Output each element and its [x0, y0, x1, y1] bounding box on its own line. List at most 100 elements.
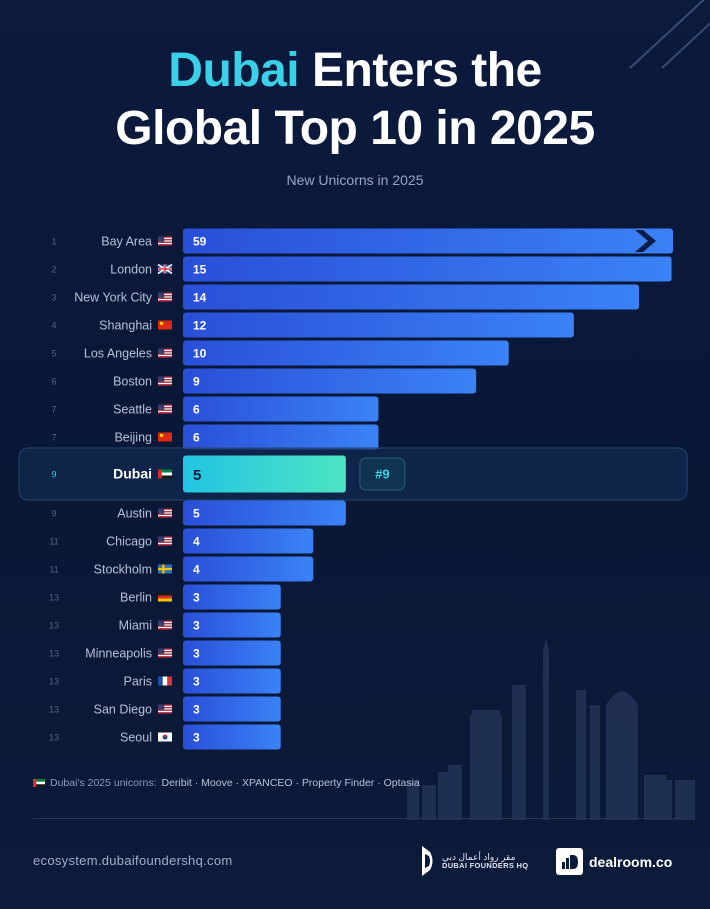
value-label: 3: [193, 675, 200, 689]
bar-row: 13 Miami 3: [49, 612, 281, 638]
flag-us-icon: [158, 348, 172, 358]
bar: [183, 340, 509, 366]
rank-label: 13: [49, 677, 59, 687]
flag-us-icon: [158, 404, 172, 414]
city-label: Minneapolis: [85, 647, 152, 661]
city-label: Austin: [117, 507, 152, 521]
highlight-row-dubai: 9 Dubai 5 #9: [18, 447, 688, 501]
city-label: Seattle: [113, 403, 152, 417]
rank-label: 1: [51, 237, 56, 247]
city-label: Miami: [119, 619, 152, 633]
dealroom-icon: [556, 848, 583, 875]
bar-row: 5 Los Angeles 10: [51, 340, 509, 366]
city-label: Los Angeles: [84, 347, 152, 361]
flag-de-icon: [158, 592, 172, 602]
city-label: Shanghai: [99, 319, 152, 333]
bar-row: 7 Seattle 6: [51, 396, 379, 422]
dfhq-english-name: DUBAI FOUNDERS HQ: [442, 860, 529, 870]
rank-label: 13: [49, 593, 59, 603]
bar: [183, 584, 281, 610]
value-label: 6: [193, 431, 200, 445]
value-label: 3: [193, 647, 200, 661]
bar: [183, 724, 281, 750]
rank-label: 2: [51, 265, 56, 275]
dealroom-logo: dealroom.co: [556, 848, 672, 875]
rank-label: 7: [51, 405, 56, 415]
city-label: London: [110, 263, 152, 277]
bar-row: 7 Beijing 6: [51, 424, 379, 450]
chart-title: Dubai Enters the Global Top 10 in 2025: [0, 42, 710, 158]
value-label: 3: [193, 619, 200, 633]
value-label: 4: [193, 535, 200, 549]
value-label: 12: [193, 319, 207, 333]
rank-badge: [359, 457, 406, 491]
rank-label: 11: [49, 565, 58, 575]
flag-us-icon: [158, 236, 172, 246]
bar-row: 6 Boston 9: [51, 368, 477, 394]
bar: [183, 696, 281, 722]
value-label: 15: [193, 263, 207, 277]
dfhq-arabic-name: مقر رواد أعمال دبي: [442, 851, 516, 862]
bar-row: 13 San Diego 3: [49, 696, 281, 722]
city-label: Dubai: [113, 466, 152, 482]
city-label: Chicago: [106, 535, 152, 549]
value-label: 10: [193, 347, 207, 361]
flag-us-icon: [158, 508, 172, 518]
bar-row: 4 Shanghai 12: [51, 312, 574, 338]
rank-label: 13: [49, 705, 59, 715]
city-label: San Diego: [94, 703, 152, 717]
bar: [183, 424, 379, 450]
bar: [183, 228, 673, 254]
bar: [183, 556, 314, 582]
bar-row: 3 New York City 14: [51, 284, 639, 310]
bar: [183, 396, 379, 422]
bar: [183, 500, 346, 526]
flag-kr-icon: [158, 732, 172, 742]
bar: [183, 284, 639, 310]
title-accent: Dubai: [168, 44, 300, 97]
flag-cn-icon: [158, 320, 172, 330]
rank-label: 4: [51, 321, 56, 331]
value-label: 5: [193, 467, 201, 484]
title-line-2: Global Top 10 in 2025: [115, 102, 595, 155]
rank-label: 11: [49, 537, 58, 547]
bar-row: 2 London 15: [51, 256, 672, 282]
flag-ae-icon: [158, 469, 172, 479]
bar: [183, 528, 314, 554]
flag-us-icon: [158, 536, 172, 546]
flag-us-icon: [158, 620, 172, 630]
footnote-flag-icon: [33, 779, 45, 787]
city-label: Berlin: [120, 591, 152, 605]
value-label: 3: [193, 591, 200, 605]
rank-label: 7: [51, 433, 56, 443]
value-label: 9: [193, 375, 200, 389]
value-label: 3: [193, 703, 200, 717]
rank-label: 13: [49, 649, 59, 659]
city-label: Stockholm: [94, 563, 152, 577]
flag-us-icon: [158, 648, 172, 658]
flag-gb-icon: [157, 263, 173, 275]
website-link[interactable]: ecosystem.dubaifoundershq.com: [33, 853, 233, 868]
bar: [183, 312, 574, 338]
footnote-companies: Deribit · Moove · XPANCEO · Property Fin…: [161, 777, 420, 789]
bar-row: 11 Chicago 4: [49, 528, 314, 554]
flag-se-icon: [158, 564, 172, 574]
dubai-founders-hq-logo: مقر رواد أعمال دبي DUBAI FOUNDERS HQ: [420, 844, 528, 878]
rank-label: 13: [49, 733, 59, 743]
city-label: Seoul: [120, 731, 152, 745]
flag-cn-icon: [158, 432, 172, 442]
bar-row: 13 Seoul 3: [49, 724, 281, 750]
flag-fr-icon: [158, 676, 172, 686]
dfhq-logo-icon: [422, 846, 433, 876]
value-label: 4: [193, 563, 200, 577]
rank-label: 9: [51, 509, 56, 519]
flag-us-icon: [158, 704, 172, 714]
footnote-label: Dubai's 2025 unicorns:: [50, 777, 157, 789]
rank-label: 9: [51, 470, 56, 480]
value-label: 14: [193, 291, 207, 305]
footnote: Dubai's 2025 unicorns: Deribit · Moove ·…: [33, 777, 420, 789]
bar: [183, 668, 281, 694]
rank-badge-label: #9: [375, 467, 389, 482]
city-label: Paris: [124, 675, 152, 689]
